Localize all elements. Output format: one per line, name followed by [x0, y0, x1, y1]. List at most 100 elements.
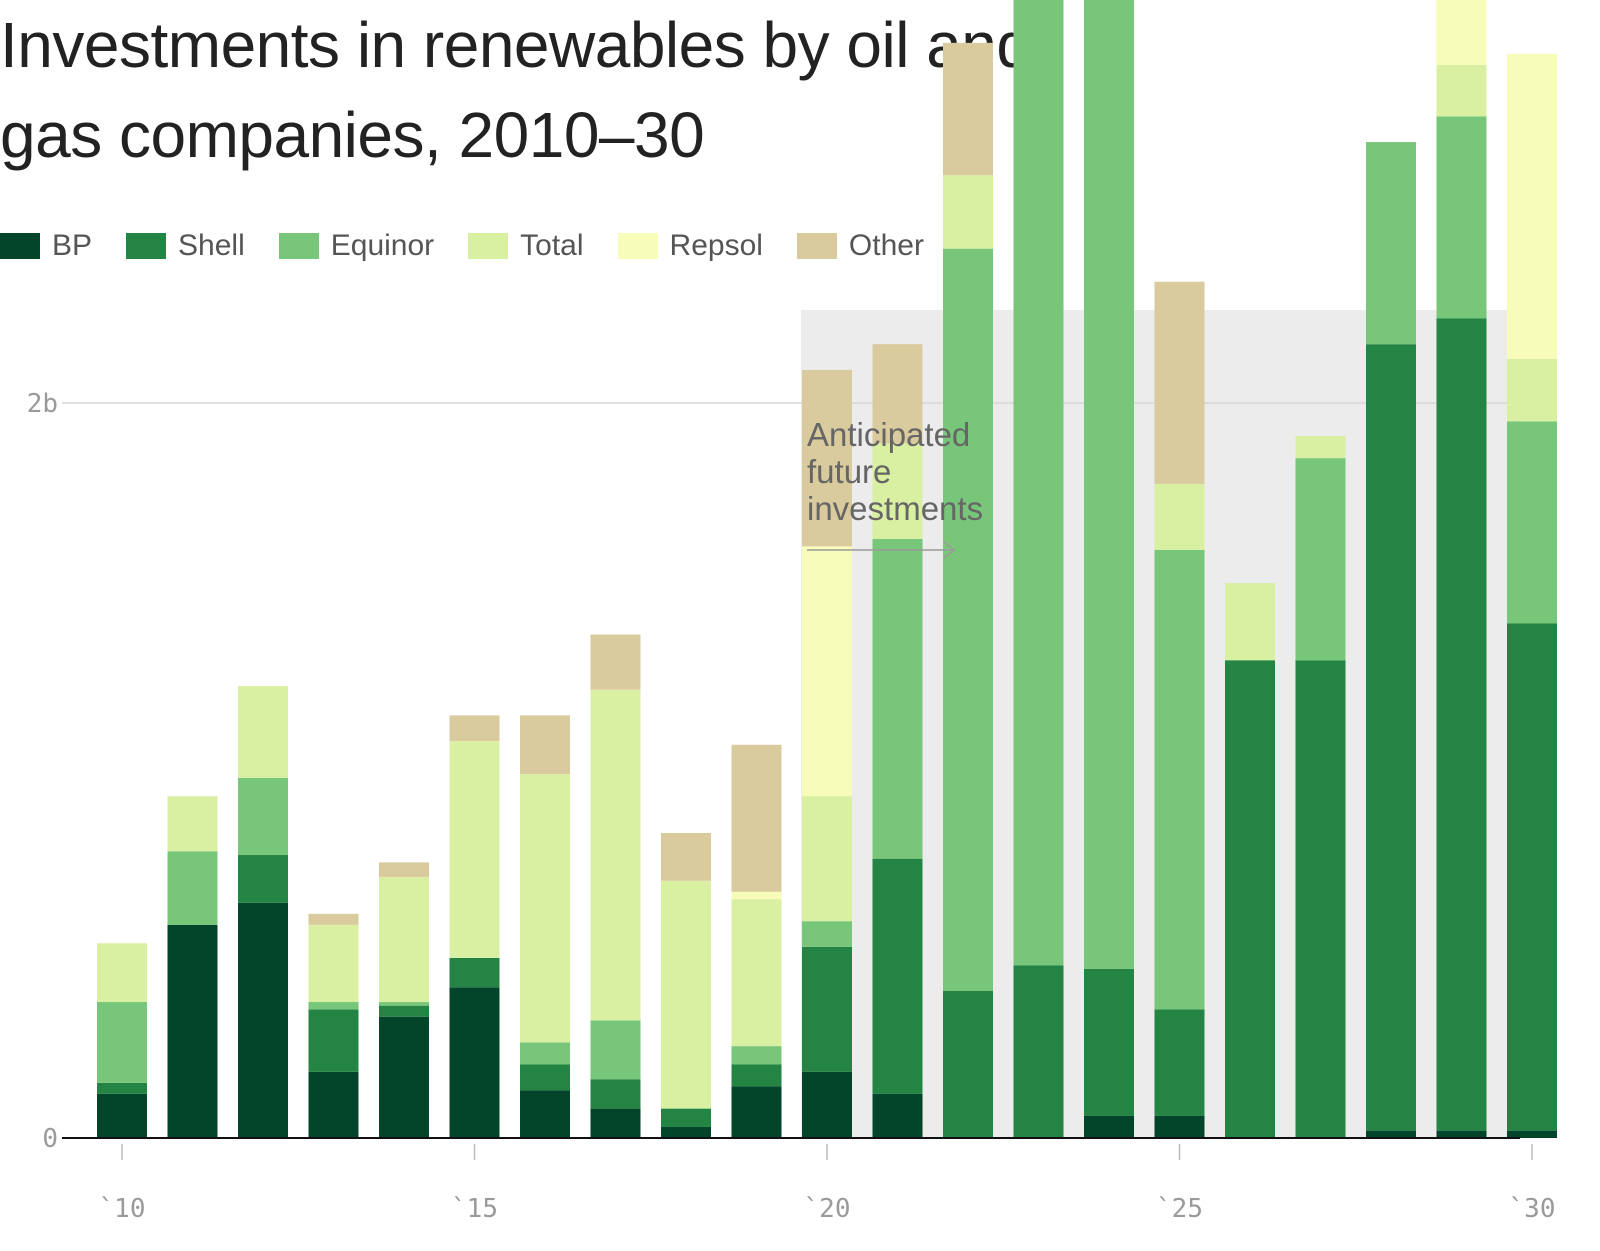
- bar-segment-shell-2016: [520, 1064, 570, 1091]
- bar-segment-equinor-2030: [1507, 421, 1557, 624]
- bar-segment-bp-2024: [1084, 1115, 1134, 1138]
- bar-segment-shell-2030: [1507, 623, 1557, 1131]
- bar-segment-other-2019: [731, 744, 782, 892]
- bar-segment-bp-2010: [97, 1093, 147, 1138]
- bar-segment-total-2016: [520, 774, 570, 1043]
- bar-segment-other-2020: [802, 369, 852, 547]
- bar-segment-total-2010: [97, 943, 147, 1003]
- x-tick-label: `20: [804, 1194, 851, 1224]
- annotation-text: investments: [807, 490, 983, 527]
- bar-segment-repsol-2030: [1507, 53, 1557, 359]
- legend-label: Repsol: [669, 229, 763, 262]
- bar-segment-total-2030: [1507, 358, 1557, 422]
- bar-segment-total-2022: [943, 175, 993, 249]
- legend-label: Equinor: [330, 229, 435, 262]
- bar-segment-shell-2019: [731, 1064, 782, 1087]
- bar-segment-other-2025: [1154, 281, 1205, 484]
- legend-label: Shell: [178, 229, 245, 262]
- legend-item-total: Total: [468, 229, 584, 263]
- bar-segment-other-2021: [872, 344, 923, 444]
- bar-segment-total-2026: [1225, 583, 1275, 661]
- bar-segment-shell-2017: [590, 1079, 641, 1109]
- bar-segment-equinor-2020: [802, 921, 852, 947]
- x-tick-label: `15: [451, 1194, 498, 1224]
- legend-label: BP: [52, 229, 93, 262]
- bar-segment-bp-2011: [167, 924, 218, 1138]
- bar-segment-total-2029: [1436, 64, 1487, 117]
- y-tick-label: 2b: [27, 389, 58, 419]
- bar-segment-equinor-2019: [731, 1046, 782, 1065]
- bar-segment-bp-2016: [520, 1090, 570, 1138]
- bar-segment-equinor-2022: [943, 248, 993, 991]
- bar-segment-repsol-2020: [802, 546, 852, 797]
- bar-segment-equinor-2027: [1295, 458, 1346, 661]
- bar-segment-bp-2015: [449, 987, 500, 1138]
- bar-segment-shell-2021: [872, 858, 923, 1094]
- bar-segment-equinor-2017: [590, 1020, 641, 1080]
- bar-segment-total-2020: [802, 796, 852, 922]
- legend-item-equinor: Equinor: [278, 229, 435, 263]
- chart-title-line-1: Investments in renewables by oil and: [0, 9, 1032, 81]
- legend-label: Other: [848, 229, 924, 262]
- legend-swatch: [126, 233, 167, 259]
- bar-segment-shell-2026: [1225, 660, 1275, 1138]
- bar-segment-bp-2014: [379, 1016, 429, 1138]
- bar-segment-bp-2012: [238, 902, 288, 1138]
- bar-segment-other-2017: [590, 634, 641, 690]
- bar-segment-equinor-2010: [97, 1002, 147, 1083]
- annotation-text: Anticipated: [807, 416, 970, 453]
- bar-segment-bp-2021: [872, 1093, 923, 1138]
- bar-segment-other-2016: [520, 715, 570, 775]
- bar-segment-bp-2028: [1366, 1130, 1416, 1138]
- x-tick-label: `25: [1156, 1194, 1203, 1224]
- legend-swatch: [0, 233, 40, 259]
- bar-segment-shell-2014: [379, 1005, 429, 1017]
- legend-swatch: [468, 233, 509, 259]
- bar-segment-total-2014: [379, 877, 429, 1003]
- bar-segment-repsol-2019: [731, 891, 782, 900]
- bar-segment-shell-2029: [1436, 318, 1487, 1131]
- bar-segment-shell-2028: [1366, 344, 1416, 1131]
- bar-segment-bp-2025: [1154, 1115, 1205, 1138]
- bar-segment-repsol-2029: [1436, 0, 1487, 65]
- bar-segment-other-2014: [379, 862, 429, 878]
- bar-segment-equinor-2016: [520, 1042, 570, 1065]
- legend-item-bp: BP: [0, 229, 92, 263]
- arrow-right-icon: [943, 541, 956, 559]
- bar-segment-other-2022: [943, 42, 993, 176]
- legend-swatch: [796, 233, 837, 259]
- bar-segment-shell-2015: [449, 957, 500, 988]
- x-tick-label: `30: [1509, 1194, 1556, 1224]
- bar-segment-equinor-2014: [379, 1002, 429, 1006]
- bar-segment-total-2015: [449, 741, 500, 958]
- bar-segment-bp-2029: [1436, 1130, 1487, 1138]
- annotation-text: future: [807, 453, 891, 490]
- bar-segment-total-2012: [238, 685, 288, 778]
- bar-segment-other-2013: [308, 913, 359, 925]
- bar-segment-bp-2017: [590, 1108, 641, 1138]
- bar-segment-bp-2030: [1507, 1130, 1557, 1138]
- bar-segment-total-2018: [661, 880, 711, 1109]
- legend-item-other: Other: [796, 229, 924, 263]
- x-tick-label: `10: [99, 1194, 146, 1224]
- bar-segment-equinor-2023: [1013, 0, 1064, 966]
- bar-segment-other-2015: [449, 715, 500, 742]
- bar-segment-shell-2020: [802, 946, 852, 1072]
- bar-segment-shell-2018: [661, 1108, 711, 1127]
- bar-segment-shell-2024: [1084, 968, 1134, 1116]
- legend-swatch: [617, 233, 658, 259]
- bar-segment-total-2019: [731, 899, 782, 1047]
- legend-item-repsol: Repsol: [617, 229, 763, 263]
- bar-segment-equinor-2011: [167, 851, 218, 925]
- chart-legend: BP Shell Equinor Total Repsol Other: [0, 226, 958, 266]
- bar-segment-bp-2019: [731, 1086, 782, 1138]
- bar-segment-shell-2012: [238, 855, 288, 903]
- bar-segment-shell-2013: [308, 1009, 359, 1072]
- legend-swatch: [278, 233, 319, 259]
- bar-segment-total-2013: [308, 924, 359, 1003]
- bar-segment-equinor-2025: [1154, 550, 1205, 1010]
- y-tick-label: 0: [42, 1124, 58, 1154]
- bar-segment-equinor-2024: [1084, 0, 1134, 969]
- bar-segment-other-2018: [661, 832, 711, 881]
